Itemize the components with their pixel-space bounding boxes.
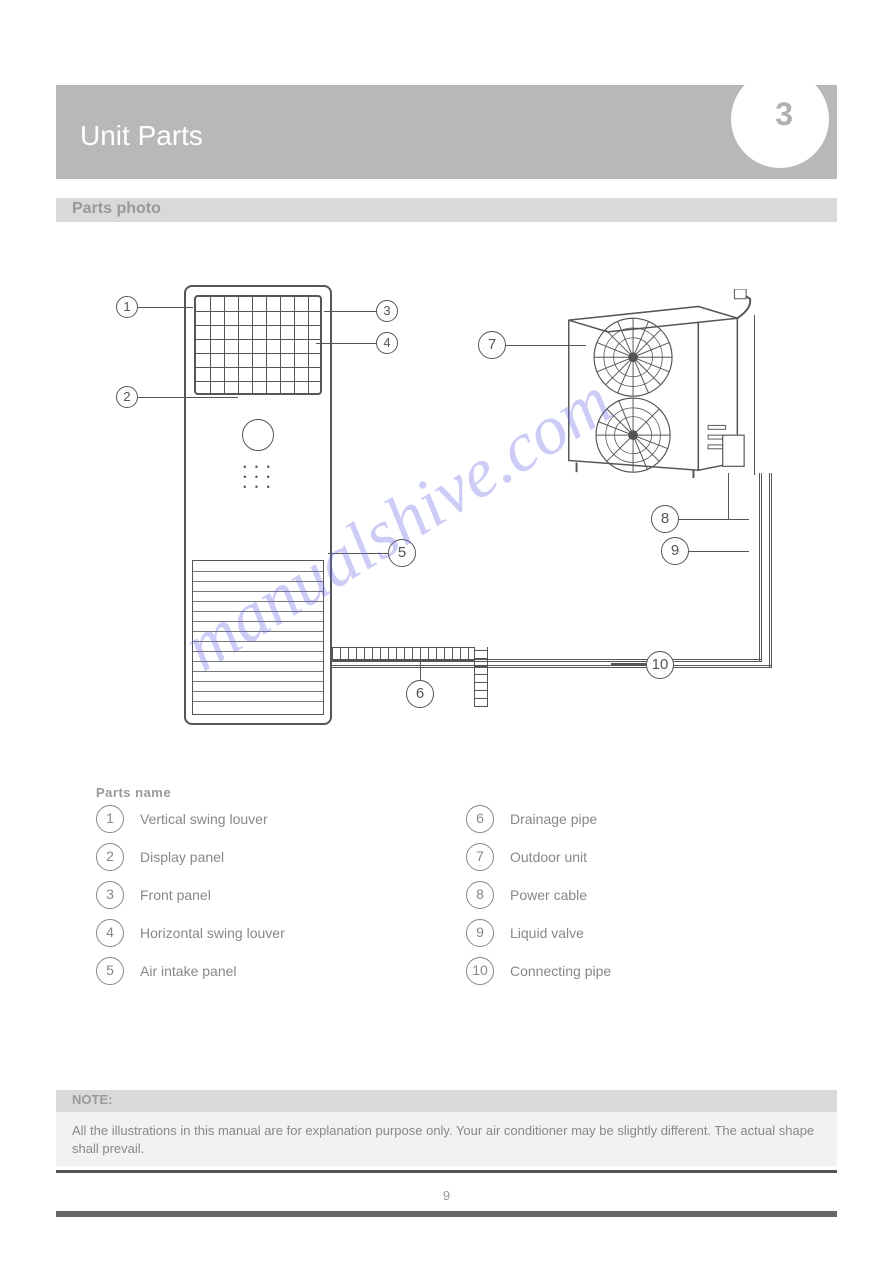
part-item: 1 Vertical swing louver	[96, 800, 426, 838]
part-item: 3 Front panel	[96, 876, 426, 914]
part-num: 1	[96, 805, 124, 833]
grille	[194, 295, 322, 395]
part-item: 6 Drainage pipe	[466, 800, 796, 838]
part-item: 2 Display panel	[96, 838, 426, 876]
part-item: 5 Air intake panel	[96, 952, 426, 990]
outdoor-unit	[557, 289, 752, 479]
part-num: 7	[466, 843, 494, 871]
callout-3: 3	[376, 300, 398, 322]
parts-title: Parts name	[96, 785, 171, 800]
page-title: Unit Parts	[80, 120, 203, 152]
indicator-dots: • • •• • •• • •	[243, 462, 272, 492]
note-label: NOTE:	[72, 1092, 112, 1107]
callout-8: 8	[651, 505, 679, 533]
part-label: Connecting pipe	[510, 963, 611, 979]
part-num: 5	[96, 957, 124, 985]
note-band	[56, 1090, 837, 1112]
parts-list: 1 Vertical swing louver 2 Display panel …	[96, 800, 796, 990]
part-label: Power cable	[510, 887, 587, 903]
diagram: • • •• • •• • •	[56, 255, 837, 755]
callout-2: 2	[116, 386, 138, 408]
part-item: 9 Liquid valve	[466, 914, 796, 952]
part-item: 8 Power cable	[466, 876, 796, 914]
display-circle	[242, 419, 274, 451]
section-number: 3	[775, 96, 793, 133]
callout-6: 6	[406, 680, 434, 708]
part-num: 3	[96, 881, 124, 909]
indoor-unit: • • •• • •• • •	[184, 285, 332, 725]
part-label: Display panel	[140, 849, 224, 865]
page-number: 9	[443, 1188, 450, 1203]
part-item: 7 Outdoor unit	[466, 838, 796, 876]
part-label: Air intake panel	[140, 963, 237, 979]
part-num: 10	[466, 957, 494, 985]
part-num: 4	[96, 919, 124, 947]
note-body: All the illustrations in this manual are…	[72, 1122, 821, 1158]
part-num: 6	[466, 805, 494, 833]
footer-bar	[56, 1211, 837, 1217]
part-label: Vertical swing louver	[140, 811, 268, 827]
part-label: Drainage pipe	[510, 811, 597, 827]
part-label: Front panel	[140, 887, 211, 903]
footer-rule	[56, 1170, 837, 1173]
part-label: Horizontal swing louver	[140, 925, 285, 941]
part-item: 4 Horizontal swing louver	[96, 914, 426, 952]
callout-10: 10	[646, 651, 674, 679]
callout-7: 7	[478, 331, 506, 359]
subheader-band	[56, 198, 837, 222]
part-num: 2	[96, 843, 124, 871]
callout-5: 5	[388, 539, 416, 567]
callout-4: 4	[376, 332, 398, 354]
part-item: 10 Connecting pipe	[466, 952, 796, 990]
callout-9: 9	[661, 537, 689, 565]
part-num: 8	[466, 881, 494, 909]
part-num: 9	[466, 919, 494, 947]
part-label: Liquid valve	[510, 925, 584, 941]
subheader-text: Parts photo	[72, 200, 161, 218]
callout-1: 1	[116, 296, 138, 318]
parts-col-left: 1 Vertical swing louver 2 Display panel …	[96, 800, 426, 990]
intake-panel	[192, 560, 324, 715]
parts-col-right: 6 Drainage pipe 7 Outdoor unit 8 Power c…	[466, 800, 796, 990]
part-label: Outdoor unit	[510, 849, 587, 865]
